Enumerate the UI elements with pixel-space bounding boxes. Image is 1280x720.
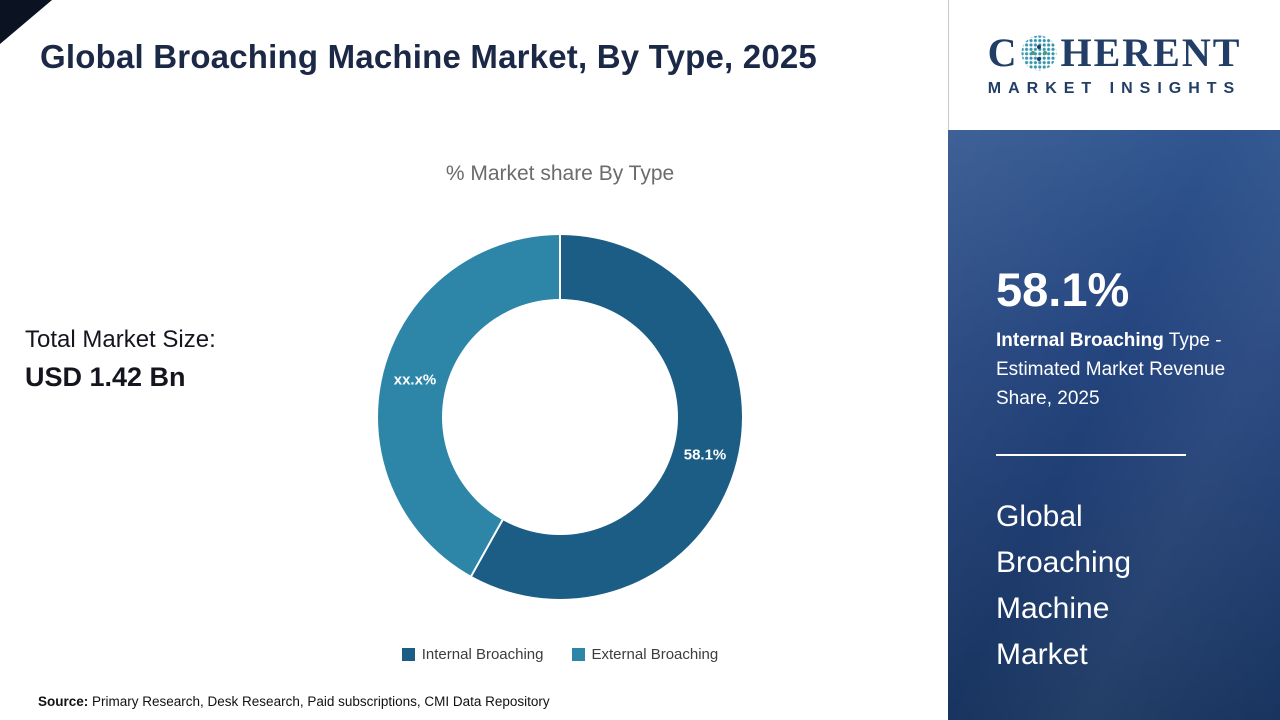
sidebar-body: 58.1% Internal Broaching Type - Estimate… [948, 130, 1280, 720]
corner-accent [0, 0, 52, 44]
logo: C HERENT MARKET INSIGHTS [948, 0, 1280, 130]
source-line: Source: Primary Research, Desk Research,… [38, 694, 550, 709]
chart-title: % Market share By Type [445, 162, 675, 185]
stat-description: Internal Broaching Type - Estimated Mark… [996, 326, 1242, 413]
total-market-size-label: Total Market Size: [25, 326, 216, 353]
total-market-size: Total Market Size: USD 1.42 Bn [25, 326, 216, 393]
legend-swatch-external-icon [571, 648, 585, 661]
legend-item-internal: Internal Broaching [401, 646, 544, 663]
logo-subtitle: MARKET INSIGHTS [987, 79, 1242, 97]
source-text: Primary Research, Desk Research, Paid su… [88, 694, 550, 709]
donut-chart: 58.1% xx.x% [378, 235, 742, 599]
sidebar: C HERENT MARKET INSIGHTS 5 [948, 0, 1280, 720]
slice-label-external: xx.x% [393, 371, 437, 389]
logo-wordmark-suffix: HERENT [1060, 29, 1242, 75]
donut-hole [442, 299, 678, 535]
dotted-globe-icon [1021, 35, 1057, 70]
logo-wordmark-prefix: C [987, 29, 1019, 75]
total-market-size-value: USD 1.42 Bn [25, 362, 186, 392]
stat-value: 58.1% [996, 263, 1130, 316]
stat-description-rest: Type - Estimated Market Revenue Share, 2… [996, 330, 1226, 409]
legend-swatch-internal-icon [401, 648, 415, 661]
source-label: Source: [38, 694, 89, 709]
slice-label-internal: 58.1% [683, 446, 727, 464]
sidebar-divider [996, 454, 1186, 456]
chart-legend: Internal Broaching External Broaching [378, 646, 742, 663]
legend-label-internal: Internal Broaching [421, 646, 544, 663]
main-panel: Global Broaching Machine Market, By Type… [25, 38, 817, 709]
legend-item-external: External Broaching [571, 646, 719, 663]
logo-wordmark: C HERENT [987, 29, 1242, 75]
stat-description-bold: Internal Broaching [996, 330, 1164, 351]
legend-label-external: External Broaching [591, 646, 719, 663]
page-title: Global Broaching Machine Market, By Type… [40, 38, 817, 75]
sidebar-market-name: Global Broaching Machine Market [996, 500, 1132, 671]
donut-chart-wrap: 58.1% xx.x% [378, 235, 742, 599]
